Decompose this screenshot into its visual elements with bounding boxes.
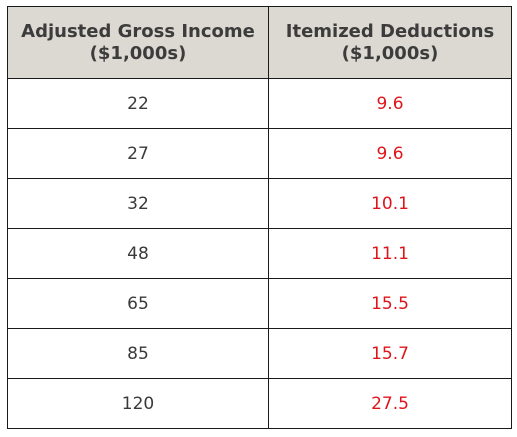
deduction-cell: 10.1 bbox=[268, 178, 512, 229]
income-cell: 120 bbox=[7, 378, 269, 429]
income-cell: 27 bbox=[7, 128, 269, 179]
table-row: 65 15.5 bbox=[7, 278, 512, 329]
income-cell: 65 bbox=[7, 278, 269, 329]
table-row: 48 11.1 bbox=[7, 228, 512, 279]
deduction-cell: 11.1 bbox=[268, 228, 512, 279]
deduction-cell: 15.7 bbox=[268, 328, 512, 379]
header-income-title: Adjusted Gross Income bbox=[21, 20, 255, 42]
table-row: 120 27.5 bbox=[7, 378, 512, 429]
header-deductions-unit: ($1,000s) bbox=[341, 42, 439, 64]
income-deductions-table: Adjusted Gross Income ($1,000s) Itemized… bbox=[7, 6, 512, 429]
income-cell: 85 bbox=[7, 328, 269, 379]
table-row: 27 9.6 bbox=[7, 128, 512, 179]
header-adjusted-gross-income: Adjusted Gross Income ($1,000s) bbox=[7, 6, 269, 79]
income-cell: 48 bbox=[7, 228, 269, 279]
deduction-cell: 15.5 bbox=[268, 278, 512, 329]
income-cell: 32 bbox=[7, 178, 269, 229]
header-income-unit: ($1,000s) bbox=[89, 42, 187, 64]
table-row: 22 9.6 bbox=[7, 78, 512, 129]
header-itemized-deductions: Itemized Deductions ($1,000s) bbox=[268, 6, 512, 79]
deduction-cell: 9.6 bbox=[268, 78, 512, 129]
income-cell: 22 bbox=[7, 78, 269, 129]
table-row: 85 15.7 bbox=[7, 328, 512, 379]
table-row: 32 10.1 bbox=[7, 178, 512, 229]
header-row: Adjusted Gross Income ($1,000s) Itemized… bbox=[7, 6, 512, 79]
deduction-cell: 9.6 bbox=[268, 128, 512, 179]
deduction-cell: 27.5 bbox=[268, 378, 512, 429]
header-deductions-title: Itemized Deductions bbox=[285, 20, 495, 42]
